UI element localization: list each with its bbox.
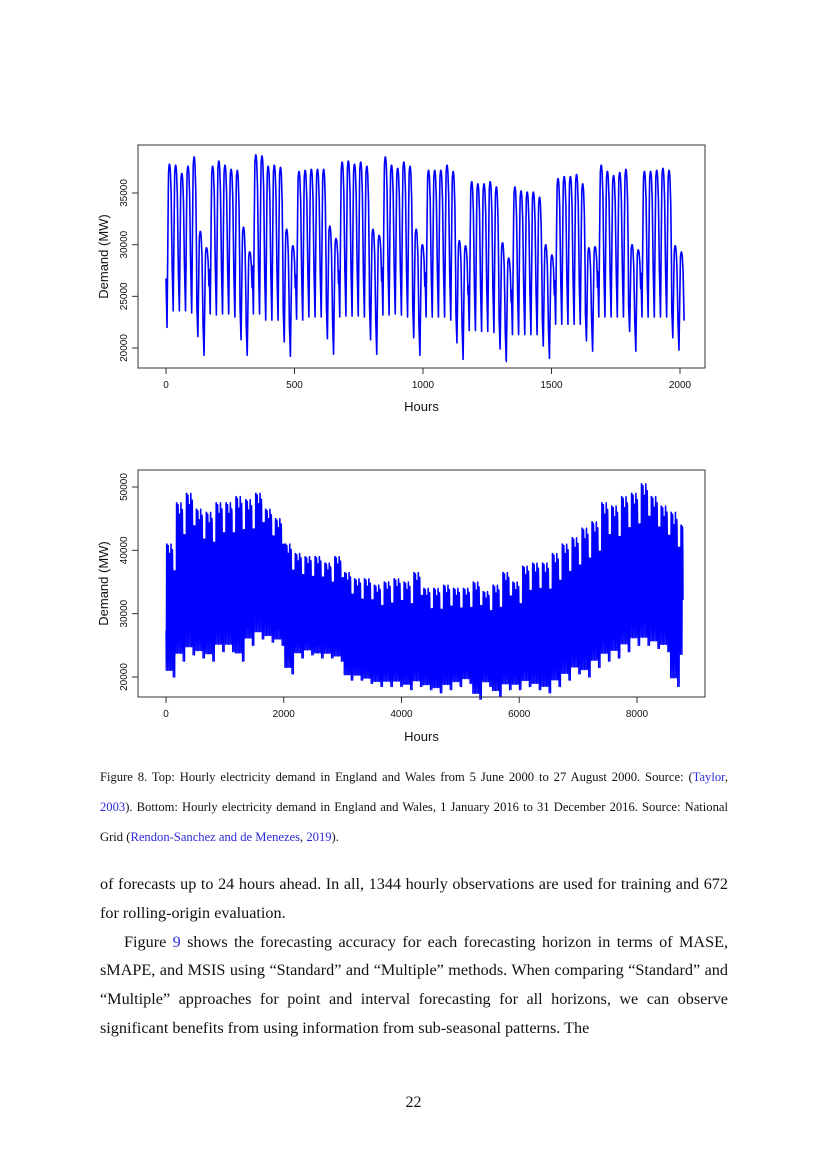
x-tick-label: 4000 [390, 709, 413, 720]
y-tick-label: 50000 [119, 473, 130, 501]
y-tick-label: 25000 [119, 282, 130, 310]
caption-text: , [724, 770, 728, 784]
y-tick-label: 30000 [119, 230, 130, 258]
x-tick-label: 1500 [540, 380, 563, 391]
x-tick-label: 1000 [412, 380, 435, 391]
citation-link[interactable]: 2003 [100, 800, 126, 814]
y-tick-label: 20000 [119, 663, 130, 691]
figure-caption: Figure 8. Top: Hourly electricity demand… [100, 762, 728, 852]
paragraph-2-text: Figure [124, 932, 173, 951]
paragraph-1: of forecasts up to 24 hours ahead. In al… [100, 875, 728, 922]
caption-text: Figure 8. Top: Hourly electricity demand… [100, 770, 693, 784]
citation-link[interactable]: Taylor [692, 770, 725, 784]
paragraph-2-text-rest: shows the forecasting accuracy for each … [100, 932, 729, 1037]
caption-text: ). Bottom: Hourly electricity demand in … [100, 800, 728, 844]
caption-text: , [300, 830, 307, 844]
body-text: of forecasts up to 24 hours ahead. In al… [100, 870, 728, 1043]
x-tick-label: 0 [163, 709, 169, 720]
x-tick-label: 0 [163, 380, 169, 391]
y-tick-label: 20000 [119, 334, 130, 362]
y-tick-label: 30000 [119, 599, 130, 627]
x-tick-label: 8000 [626, 709, 649, 720]
y-axis-label: Demand (MW) [96, 541, 111, 626]
figure-9-link[interactable]: 9 [172, 932, 181, 951]
y-tick-label: 40000 [119, 536, 130, 564]
demand-line [165, 483, 684, 700]
x-tick-label: 6000 [508, 709, 531, 720]
caption-text: ). [331, 830, 339, 844]
y-tick-label: 35000 [119, 179, 130, 207]
x-tick-label: 2000 [669, 380, 692, 391]
x-axis-label: Hours [404, 399, 439, 414]
citation-link[interactable]: Rendon-Sanchez and de Menezes [130, 830, 301, 844]
y-axis-label: Demand (MW) [96, 214, 111, 299]
page-number: 22 [405, 1094, 422, 1111]
chart-bottom: 0 2000 4000 6000 8000 20000 30000 40000 50000 Hou… [96, 469, 706, 744]
x-axis-label: Hours [404, 729, 439, 744]
paragraph-2: Figure 9 shows the forecasting accuracy … [100, 928, 728, 1043]
x-tick-label: 2000 [273, 709, 296, 720]
demand-line [165, 154, 685, 363]
chart-top: 0 500 1000 1500 2000 20000 25000 30000 35000 Hour… [96, 144, 706, 414]
citation-link[interactable]: 2019 [306, 830, 332, 844]
x-tick-label: 500 [286, 380, 303, 391]
